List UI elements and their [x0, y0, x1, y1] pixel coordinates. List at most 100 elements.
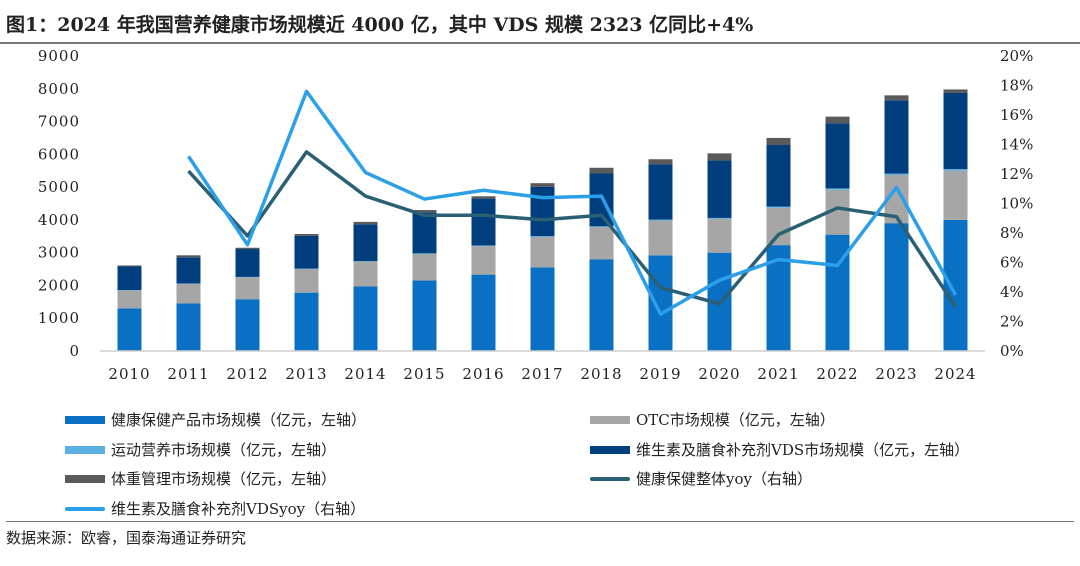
left-axis-tick: 8000: [38, 80, 80, 98]
left-axis-tick: 3000: [38, 244, 80, 262]
bar-segment-3: [825, 123, 850, 189]
legend-swatch: [590, 476, 630, 481]
bar-segment-4: [707, 153, 732, 161]
bar-segment-3: [648, 164, 673, 220]
bar-segment-0: [943, 219, 968, 351]
title-divider: [0, 42, 1080, 44]
bar-segment-2: [884, 173, 909, 175]
yoy-line-1: [187, 89, 958, 316]
bar-segment-2: [589, 226, 614, 228]
right-axis-tick: 0%: [1000, 342, 1024, 360]
x-axis-tick: 2022: [816, 365, 858, 383]
bar-segment-0: [117, 308, 142, 351]
bar-segment-4: [117, 265, 142, 267]
bar-segment-1: [589, 227, 614, 260]
x-axis-tick: 2011: [167, 365, 209, 383]
legend-swatch: [65, 415, 105, 424]
left-axis-tick: 1000: [38, 309, 80, 327]
left-axis-tick: 4000: [38, 211, 80, 229]
bar-segment-2: [943, 169, 968, 171]
bar-segment-3: [412, 212, 437, 254]
bar-segment-4: [471, 196, 496, 199]
right-axis-tick: 14%: [1000, 136, 1033, 154]
right-axis-tick: 2%: [1000, 313, 1024, 331]
bar-segment-3: [766, 144, 791, 207]
bar-segment-1: [412, 253, 437, 281]
bar-segment-0: [353, 286, 378, 351]
bar-segment-3: [943, 92, 968, 170]
bar-segment-1: [648, 220, 673, 256]
left-axis-tick: 9000: [38, 47, 80, 65]
legend-label: 健康保健整体yoy（右轴）: [636, 470, 812, 488]
yoy-line-0: [187, 150, 957, 308]
legend-label: 体重管理市场规模（亿元，左轴）: [111, 470, 337, 488]
bar-segment-2: [471, 245, 496, 247]
legend-swatch: [590, 415, 630, 424]
bar-segment-2: [530, 236, 555, 237]
legend-item-sports-nutrition: 运动营养市场规模（亿元，左轴）: [65, 439, 336, 460]
bar-segment-1: [530, 236, 555, 268]
bar-segment-0: [530, 267, 555, 351]
legend-item-vds-yoy: 维生素及膳食补充剂VDSyoy（右轴）: [65, 498, 365, 519]
bar-segment-2: [412, 253, 437, 254]
legend-label: OTC市场规模（亿元，左轴）: [636, 411, 835, 429]
bar-segment-2: [766, 206, 791, 208]
bar-segment-1: [766, 207, 791, 246]
legend-item-weight-management: 体重管理市场规模（亿元，左轴）: [65, 468, 336, 489]
bar-segment-2: [825, 188, 850, 190]
bar-segment-4: [825, 116, 850, 124]
x-axis-tick: 2014: [344, 365, 386, 383]
chart-title: 图1：2024 年我国营养健康市场规模近 4000 亿，其中 VDS 规模 23…: [6, 14, 754, 36]
source-divider: [6, 521, 1074, 522]
bar-segment-4: [294, 233, 319, 236]
right-axis-tick: 12%: [1000, 165, 1033, 183]
bar-segment-3: [353, 224, 378, 262]
bar-segment-3: [707, 160, 732, 218]
bar-segment-2: [648, 219, 673, 221]
bar-segment-4: [766, 137, 791, 145]
x-axis-tick: 2017: [521, 365, 563, 383]
bar-segment-0: [648, 255, 673, 351]
bar-segment-0: [412, 280, 437, 351]
bar-segment-4: [589, 167, 614, 174]
bar-segment-0: [589, 259, 614, 351]
bar-segment-4: [530, 183, 555, 187]
right-axis-tick: 16%: [1000, 106, 1033, 124]
right-axis-tick: 20%: [1000, 47, 1033, 65]
bar-segment-0: [884, 223, 909, 351]
bar-segment-4: [176, 255, 201, 258]
legend-label: 维生素及膳食补充剂VDS市场规模（亿元，左轴）: [636, 441, 970, 459]
legend-item-vds: 维生素及膳食补充剂VDS市场规模（亿元，左轴）: [590, 439, 969, 460]
left-axis-tick: 0: [69, 342, 80, 360]
bar-segment-3: [471, 198, 496, 246]
bar-segment-1: [235, 277, 260, 300]
bar-segment-4: [353, 221, 378, 225]
bar-segment-1: [707, 218, 732, 253]
bar-segment-0: [294, 292, 319, 351]
bar-segment-0: [471, 274, 496, 351]
bar-segment-3: [117, 266, 142, 291]
bar-segment-1: [471, 246, 496, 275]
x-axis-tick: 2020: [698, 365, 740, 383]
right-axis-tick: 6%: [1000, 254, 1024, 272]
bar-segment-4: [943, 89, 968, 93]
x-axis-tick: 2016: [462, 365, 504, 383]
left-axis-tick: 7000: [38, 113, 80, 131]
bar-segment-4: [235, 247, 260, 250]
bar-segment-2: [707, 217, 732, 219]
x-axis-tick: 2023: [875, 365, 917, 383]
legend-label: 健康保健产品市场规模（亿元，左轴）: [111, 411, 367, 429]
right-axis-tick: 18%: [1000, 77, 1033, 95]
chart: 0 1000 2000 3000 4000 5000 6000 7000 8000 9000 0% 2…: [38, 47, 1034, 383]
x-axis-tick: 2018: [580, 365, 622, 383]
bar-segment-1: [943, 170, 968, 220]
right-axis-tick: 10%: [1000, 195, 1033, 213]
legend-label: 运动营养市场规模（亿元，左轴）: [111, 441, 337, 459]
left-axis-tick: 6000: [38, 145, 80, 163]
left-axis-tick: 2000: [38, 276, 80, 294]
x-axis-tick: 2019: [639, 365, 681, 383]
bar-segment-4: [648, 159, 673, 165]
x-axis-tick: 2015: [403, 365, 445, 383]
left-axis-tick: 5000: [38, 178, 80, 196]
right-axis-tick: 8%: [1000, 224, 1024, 242]
